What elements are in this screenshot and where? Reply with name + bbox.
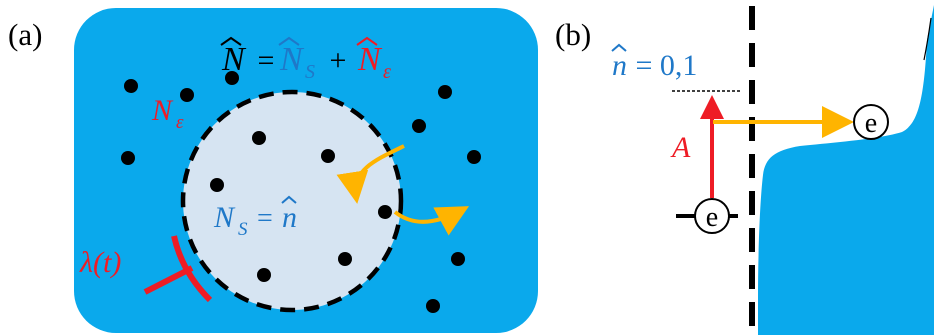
band-edge-line	[923, 17, 932, 61]
particle	[438, 85, 452, 99]
environment-label: N ε	[151, 94, 184, 133]
particle	[426, 299, 440, 313]
svg-text:e: e	[865, 108, 877, 139]
environment-band	[758, 5, 934, 335]
svg-text:n: n	[612, 49, 627, 82]
svg-text:=: =	[250, 203, 280, 234]
svg-text:S: S	[238, 219, 248, 240]
particle	[225, 71, 239, 85]
occupation-label: n = 0,1	[611, 43, 697, 82]
electron-left: e	[694, 198, 730, 234]
particle	[412, 119, 426, 133]
outward-flow-arrow	[393, 206, 470, 236]
coupling-symbol	[143, 235, 213, 303]
particle	[180, 88, 194, 102]
particle	[467, 150, 481, 164]
amplitude-label: A	[670, 131, 691, 164]
total-number-equation: N = N S + N ε	[220, 36, 391, 83]
svg-text:n: n	[282, 201, 297, 234]
particles	[121, 71, 481, 313]
particle	[451, 252, 465, 266]
particle	[210, 178, 224, 192]
inward-flow-arrow	[336, 144, 405, 204]
svg-text:= 0,1: = 0,1	[628, 49, 697, 82]
particle	[121, 151, 135, 165]
particle	[321, 149, 335, 163]
panel-b-label: (b)	[555, 17, 591, 52]
svg-text:ε: ε	[383, 61, 391, 83]
particle	[378, 205, 392, 219]
coupling-label: λ(t)	[79, 246, 121, 279]
particle	[252, 131, 266, 145]
particle	[124, 79, 138, 93]
svg-text:N: N	[213, 201, 236, 234]
svg-text:ε: ε	[176, 112, 184, 133]
svg-text:S: S	[305, 61, 315, 83]
panel-a-label: (a)	[8, 17, 42, 52]
svg-text:+: +	[322, 44, 354, 77]
svg-text:=: =	[250, 44, 282, 77]
svg-text:N: N	[151, 94, 174, 127]
svg-text:N: N	[279, 41, 305, 78]
svg-text:e: e	[706, 202, 718, 233]
particle	[257, 268, 271, 282]
system-label: N S = n	[213, 195, 297, 240]
electron-right: e	[853, 104, 889, 140]
particle	[338, 252, 352, 266]
svg-text:N: N	[357, 41, 383, 78]
